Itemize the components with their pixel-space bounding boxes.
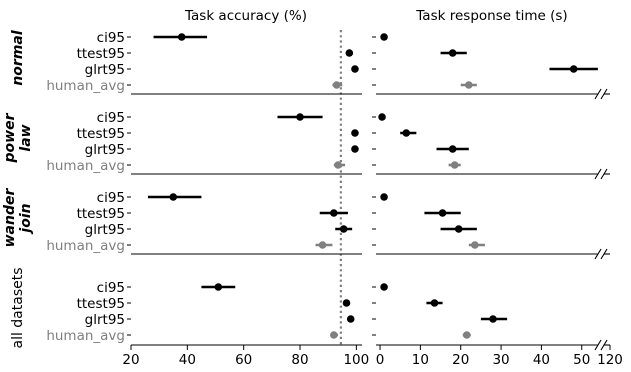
mean-point	[345, 49, 354, 57]
mean-point	[450, 161, 459, 169]
x-tick-label: 20	[452, 352, 469, 368]
axis-break-mark	[594, 339, 602, 351]
mean-point	[380, 283, 388, 291]
category-label: glrt95	[85, 222, 125, 238]
category-label: ttest95	[77, 296, 125, 312]
mean-point	[342, 299, 351, 307]
category-label: glrt95	[85, 62, 125, 78]
axis-break-mark	[600, 168, 608, 180]
x-tick-label: 0	[376, 352, 385, 368]
mean-point	[351, 65, 359, 73]
mean-point	[402, 129, 411, 137]
mean-point	[332, 81, 341, 89]
mean-point	[330, 209, 338, 217]
mean-point	[448, 145, 457, 153]
category-label: human_avg	[46, 78, 125, 94]
axis-break-mark	[600, 248, 608, 260]
x-tick-label: 100	[343, 352, 369, 368]
x-tick-label: 80	[291, 352, 308, 368]
mean-point	[569, 65, 578, 73]
mean-point	[334, 161, 342, 169]
group-label-word: power	[2, 112, 18, 163]
x-tick-label: 50	[573, 352, 590, 368]
panel-title-time: Task response time (s)	[415, 8, 567, 24]
x-tick-label: 60	[235, 352, 252, 368]
mean-point	[346, 315, 355, 323]
axis-break-mark	[594, 168, 602, 180]
category-label: ci95	[97, 280, 125, 296]
x-tick-label: 20	[122, 352, 139, 368]
mean-point	[339, 225, 348, 233]
mean-point	[430, 299, 439, 307]
mean-point	[177, 33, 186, 41]
category-label: ttest95	[77, 206, 125, 222]
mean-point	[318, 241, 327, 249]
group-label-0: normal	[10, 30, 26, 86]
mean-point	[448, 49, 457, 57]
mean-point	[380, 193, 388, 201]
category-label: ttest95	[77, 126, 125, 142]
axis-break-mark	[600, 339, 608, 351]
group-label-word: law	[18, 124, 34, 151]
chart-lines-layer	[127, 30, 611, 351]
category-label: ci95	[97, 190, 125, 206]
mean-point	[214, 283, 223, 291]
mean-point	[378, 113, 386, 121]
x-tick-label: 30	[492, 352, 509, 368]
x-tick-label: 10	[412, 352, 429, 368]
axis-break-mark	[594, 248, 602, 260]
chart-marks-layer	[147, 33, 598, 339]
mean-point	[380, 33, 388, 41]
x-tick-label: 40	[533, 352, 550, 368]
group-label-1: powerlaw	[2, 112, 34, 163]
group-label-word: wander	[2, 188, 18, 248]
mean-point	[462, 331, 471, 339]
category-label: ci95	[97, 30, 125, 46]
mean-point	[351, 129, 359, 137]
category-label: human_avg	[46, 328, 125, 344]
axis-break-mark	[594, 88, 602, 100]
mean-point	[438, 209, 447, 217]
mean-point	[351, 145, 359, 153]
category-label: ci95	[97, 110, 125, 126]
x-tick-label: 40	[179, 352, 196, 368]
panel-title-accuracy: Task accuracy (%)	[184, 8, 307, 24]
mean-point	[489, 315, 497, 323]
mean-point	[296, 113, 304, 121]
group-label-3: all datasets	[10, 267, 26, 348]
category-label: glrt95	[85, 142, 125, 158]
category-label: glrt95	[85, 312, 125, 328]
mean-point	[169, 193, 178, 201]
category-label: human_avg	[46, 238, 125, 254]
group-label-word: join	[18, 203, 34, 234]
mean-point	[471, 241, 479, 249]
chart-labels-layer: normal ci95ttest95glrt95human_avgpowerlaw…	[2, 30, 623, 368]
category-label: human_avg	[46, 158, 125, 174]
group-label-2: wanderjoin	[2, 188, 34, 248]
mean-point	[464, 81, 473, 89]
mean-point	[454, 225, 463, 233]
category-label: ttest95	[77, 46, 125, 62]
x-tick-label: 120	[597, 352, 623, 368]
axis-break-mark	[600, 88, 608, 100]
mean-point	[330, 331, 338, 339]
